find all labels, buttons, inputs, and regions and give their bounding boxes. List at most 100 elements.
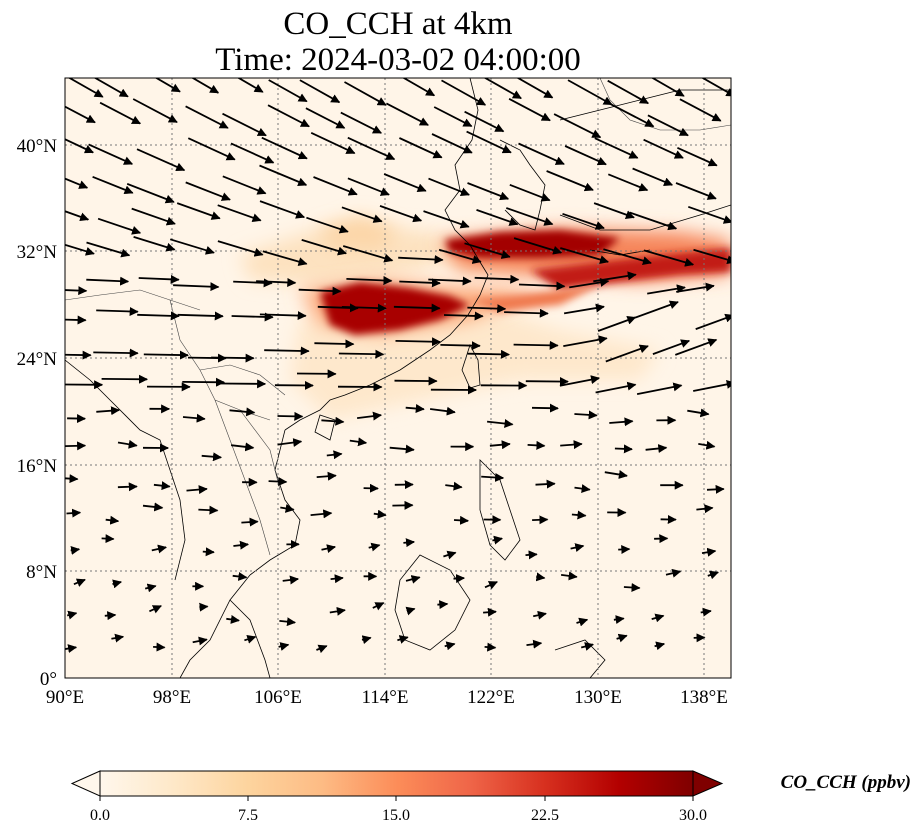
wind-arrow — [142, 502, 164, 512]
wind-arrow — [443, 550, 457, 560]
wind-arrow — [133, 236, 176, 252]
wind-arrow — [405, 404, 425, 414]
wind-arrow — [483, 78, 522, 100]
wind-arrow — [397, 635, 409, 644]
wind-arrow — [310, 131, 356, 155]
colorbar-extend-low — [70, 770, 101, 797]
wind-arrow — [65, 177, 89, 189]
y-tick-label: 8°N — [26, 562, 57, 583]
wind-arrow — [321, 544, 336, 553]
wind-arrow — [326, 450, 343, 460]
wind-arrow — [385, 102, 429, 126]
wind-arrow — [597, 315, 637, 332]
wind-arrow — [233, 278, 273, 288]
wind-arrow — [629, 211, 678, 231]
wind-arrow — [403, 538, 415, 548]
wind-arrow — [405, 606, 416, 616]
wind-arrow — [226, 614, 240, 624]
wind-arrow — [437, 600, 449, 610]
wind-arrow — [143, 350, 189, 360]
wind-arrow — [368, 542, 381, 552]
wind-arrow — [198, 505, 219, 515]
wind-arrow — [97, 217, 142, 235]
wind-arrow — [259, 164, 308, 187]
wind-arrow — [594, 137, 639, 159]
x-tick-label: 98°E — [153, 687, 191, 708]
colorbar-extend-high — [692, 770, 724, 797]
wind-arrow — [372, 602, 385, 611]
wind-arrow — [153, 481, 171, 491]
wind-arrow — [506, 207, 554, 226]
wind-arrow — [698, 440, 716, 450]
wind-arrow — [393, 303, 441, 313]
wind-arrow — [277, 438, 303, 448]
wind-arrow — [192, 636, 208, 646]
wind-arrow — [405, 575, 421, 584]
wind-arrow — [259, 311, 307, 321]
y-tick-label: 32°N — [17, 242, 58, 263]
wind-arrow — [316, 644, 328, 654]
wind-arrow — [443, 311, 484, 321]
wind-arrow — [361, 635, 372, 645]
wind-arrow — [574, 410, 598, 420]
wind-arrow — [574, 484, 591, 494]
colorbar-tick-label: 7.5 — [238, 807, 258, 824]
wind-arrow — [233, 540, 249, 550]
wind-arrow — [101, 534, 115, 544]
wind-arrow — [609, 417, 634, 427]
y-tick-label: 16°N — [17, 456, 58, 477]
wind-arrow — [169, 238, 215, 255]
wind-arrow — [173, 282, 220, 292]
wind-arrow — [356, 411, 382, 421]
wind-arrow — [112, 579, 122, 589]
wind-vectors — [65, 78, 731, 654]
wind-arrow — [395, 337, 441, 347]
wind-arrow — [562, 212, 605, 230]
wind-arrow — [440, 341, 481, 351]
wind-arrow — [484, 642, 497, 652]
wind-arrow — [532, 515, 549, 525]
wind-arrow — [262, 250, 308, 266]
wind-arrow — [489, 440, 511, 450]
colorbar-tick-label: 15.0 — [382, 807, 410, 824]
wind-arrow — [616, 633, 628, 643]
wind-arrow — [373, 509, 387, 519]
wind-arrow — [185, 181, 231, 201]
wind-arrow — [651, 613, 665, 623]
wind-arrow — [593, 202, 635, 219]
wind-arrow — [632, 167, 674, 186]
wind-arrow — [261, 136, 308, 160]
wind-arrow — [487, 419, 514, 428]
wind-arrow — [316, 471, 337, 481]
wind-arrow — [347, 136, 396, 161]
wind-arrow — [483, 607, 497, 617]
wind-arrow — [199, 602, 209, 612]
wind-arrow — [182, 413, 206, 423]
wind-arrow — [92, 175, 134, 195]
wind-arrow — [229, 407, 256, 417]
x-axis-ticks: 90°E 98°E 106°E 114°E 122°E 130°E 138°E — [46, 687, 728, 708]
wind-arrow — [131, 207, 176, 226]
plume-core-southeast-china — [320, 282, 470, 335]
wind-arrow — [647, 284, 686, 295]
wind-arrow — [484, 581, 498, 590]
wind-arrow — [595, 381, 637, 394]
wind-arrow — [531, 403, 559, 413]
wind-arrow — [563, 303, 605, 315]
wind-arrow — [605, 344, 649, 363]
wind-arrow — [349, 437, 368, 447]
colorbar-tick-label: 0.0 — [90, 807, 110, 824]
wind-arrow — [342, 245, 394, 263]
wind-arrow — [576, 617, 589, 627]
wind-arrow — [571, 510, 587, 520]
wind-arrow — [525, 550, 538, 560]
wind-arrow — [177, 311, 224, 321]
wind-arrow — [645, 444, 668, 453]
wind-arrow — [144, 583, 157, 593]
wind-arrow — [187, 137, 236, 161]
x-tick-label: 114°E — [362, 687, 409, 708]
colorbar: 0.0 7.5 15.0 22.5 30.0 CO_CCH (ppbv) — [70, 770, 911, 824]
wind-arrow — [559, 375, 600, 387]
wind-arrow — [647, 114, 689, 137]
wind-arrow — [222, 175, 267, 195]
